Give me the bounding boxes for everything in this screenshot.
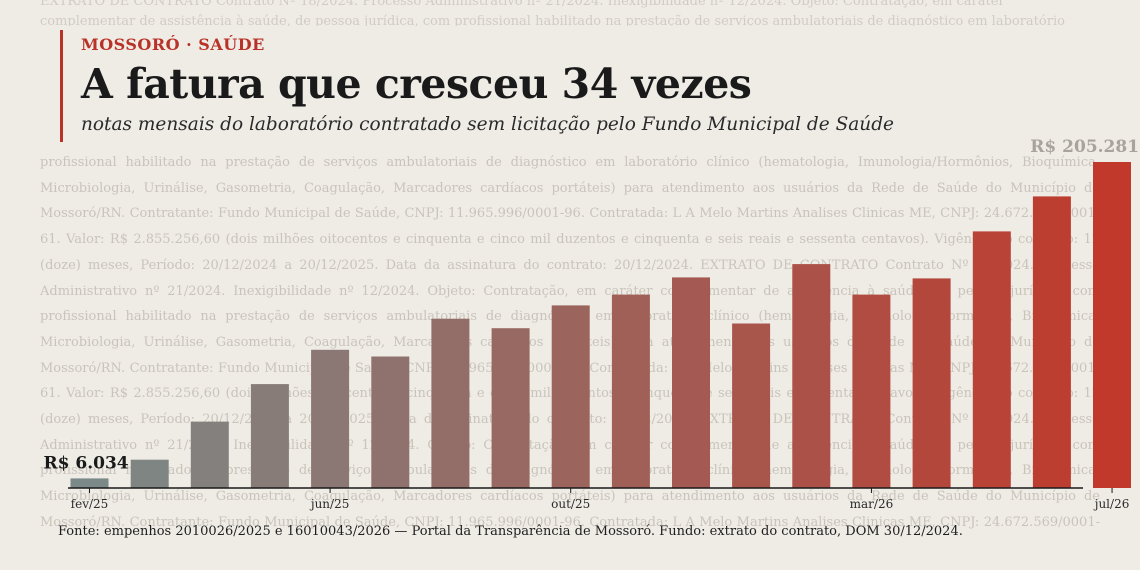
x-tick-label: jun/25 [309, 497, 350, 511]
bar-mai-26 [972, 231, 1011, 488]
bar-ago-25 [431, 318, 470, 488]
x-tick-label: mar/26 [850, 497, 894, 511]
bar-jun-26 [1032, 196, 1071, 488]
bar-set-25 [491, 328, 530, 488]
bar-nov-25 [611, 294, 650, 488]
bar-mar-26 [852, 294, 891, 488]
bar-jul-26 [1093, 162, 1131, 488]
x-tick-label: jul/26 [1093, 497, 1130, 511]
bar-mai-25 [250, 384, 289, 488]
source-note: Fonte: empenhos 2010026/2025 e 16010043/… [58, 524, 963, 539]
page-subtitle: notas mensais do laboratório contratado … [81, 114, 894, 135]
bar-fev-25 [70, 478, 109, 488]
x-tick-label: fev/25 [71, 497, 109, 511]
bars-group [70, 162, 1131, 488]
x-tick-label: out/25 [551, 497, 590, 511]
bar-jul-25 [371, 356, 410, 488]
annotations-group: R$ 6.034 R$ 205.281 [44, 137, 1140, 473]
bar-jun-25 [311, 349, 350, 488]
x-ticks-group: fev/25 jun/25 out/25 mar/26 jul/26 [71, 488, 1130, 511]
bar-abr-26 [912, 278, 951, 488]
bar-jan-26 [732, 323, 771, 488]
bar-dez-25 [672, 277, 710, 488]
bar-mar-25 [130, 459, 169, 488]
header: MOSSORÓ · SAÚDE A fatura que cresceu 34 … [60, 30, 894, 142]
annotation-last-value: R$ 205.281 [1030, 137, 1139, 157]
bar-abr-25 [190, 421, 229, 488]
annotation-first-value: R$ 6.034 [44, 453, 129, 473]
background-text-top: EXTRATO DE CONTRATO Contrato Nº 18/2024.… [40, 0, 1065, 26]
kicker: MOSSORÓ · SAÚDE [81, 35, 265, 54]
bar-out-25 [551, 305, 590, 488]
bar-fev-26 [792, 264, 831, 488]
page-title: A fatura que cresceu 34 vezes [81, 60, 752, 108]
